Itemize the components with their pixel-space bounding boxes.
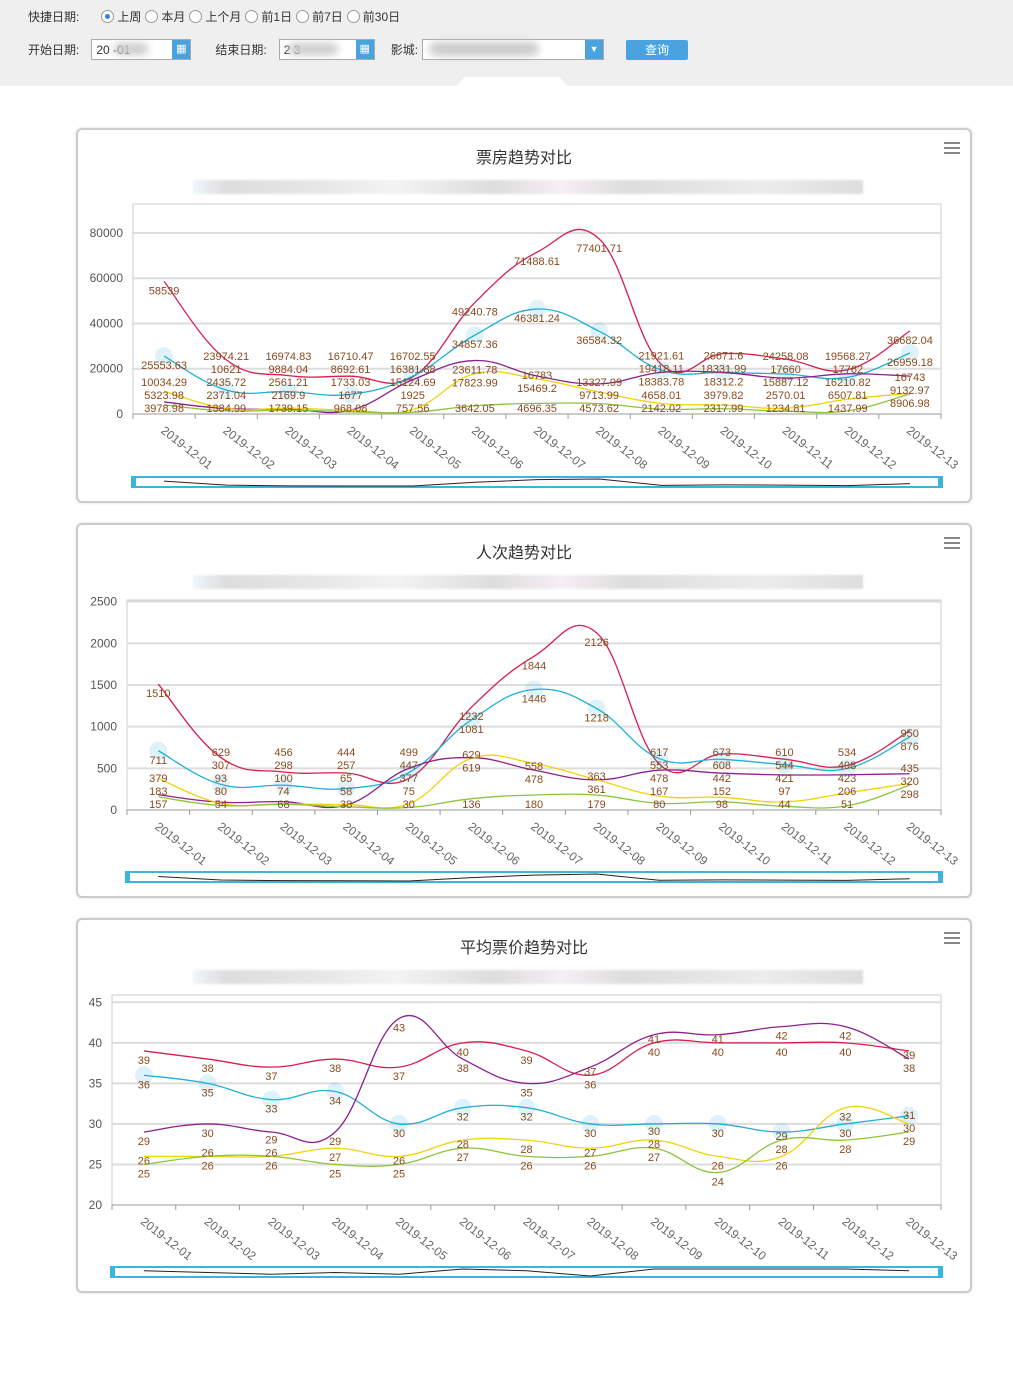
radio-button[interactable] — [101, 10, 115, 23]
quick-date-option[interactable]: 上个月 — [189, 8, 241, 25]
quick-date-option[interactable]: 前7日 — [296, 8, 343, 25]
chart-title: 人次趋势对比 — [475, 545, 572, 562]
radio-button[interactable] — [245, 10, 259, 23]
quick-date-option-label: 前7日 — [312, 10, 343, 24]
quick-date-option[interactable]: 本月 — [145, 8, 185, 25]
chart-legend[interactable] — [193, 970, 863, 984]
chevron-down-icon[interactable]: ▼ — [585, 40, 604, 59]
cinema-select[interactable]: ▼ — [422, 39, 605, 60]
quick-date-option[interactable]: 前30日 — [346, 8, 401, 25]
quick-date-option-label: 上个月 — [205, 10, 242, 24]
menu-icon[interactable] — [944, 537, 960, 549]
end-date-input[interactable]: 2 3▦ — [278, 39, 375, 60]
radio-button[interactable] — [189, 10, 203, 23]
filter-bar: 快捷日期: 上周 本月 上个月 前1日 前7日 前30日 开始日期: 20 -01▦ 结束… — [0, 0, 1013, 86]
cinema-label: 影城: — [390, 43, 419, 57]
chart-legend[interactable] — [193, 180, 863, 194]
quick-date-label: 快捷日期: — [28, 10, 80, 24]
chart-title: 票房趋势对比 — [475, 150, 572, 167]
radio-button[interactable] — [145, 10, 159, 23]
start-date-input[interactable]: 20 -01▦ — [91, 39, 192, 60]
end-date-label: 结束日期: — [215, 43, 267, 57]
chart-legend[interactable] — [193, 575, 863, 589]
chart-card: 平均票价趋势对比 — [76, 918, 972, 1293]
start-date-label: 开始日期: — [28, 43, 80, 57]
chart-title: 平均票价趋势对比 — [459, 940, 588, 957]
quick-date-option-label: 前30日 — [362, 10, 401, 24]
query-button[interactable]: 查询 — [626, 39, 689, 60]
quick-date-option-label: 上周 — [117, 10, 142, 24]
radio-button[interactable] — [296, 10, 310, 23]
collapse-toggle[interactable] — [456, 77, 568, 86]
quick-date-row: 快捷日期: 上周 本月 上个月 前1日 前7日 前30日 — [28, 8, 404, 25]
menu-icon[interactable] — [944, 142, 960, 154]
calendar-icon[interactable]: ▦ — [355, 40, 374, 59]
quick-date-option[interactable]: 前1日 — [245, 8, 292, 25]
menu-icon[interactable] — [944, 932, 960, 944]
chart-card: 人次趋势对比 — [76, 523, 972, 898]
quick-date-option-label: 本月 — [161, 10, 186, 24]
quick-date-option-label: 前1日 — [261, 10, 293, 24]
radio-button[interactable] — [346, 10, 360, 23]
date-row: 开始日期: 20 -01▦ 结束日期: 2 3▦ 影城: ▼ 查询 — [28, 39, 689, 60]
quick-date-option[interactable]: 上周 — [101, 8, 141, 25]
chart-card: 票房趋势对比 — [76, 128, 972, 503]
calendar-icon[interactable]: ▦ — [172, 40, 191, 59]
